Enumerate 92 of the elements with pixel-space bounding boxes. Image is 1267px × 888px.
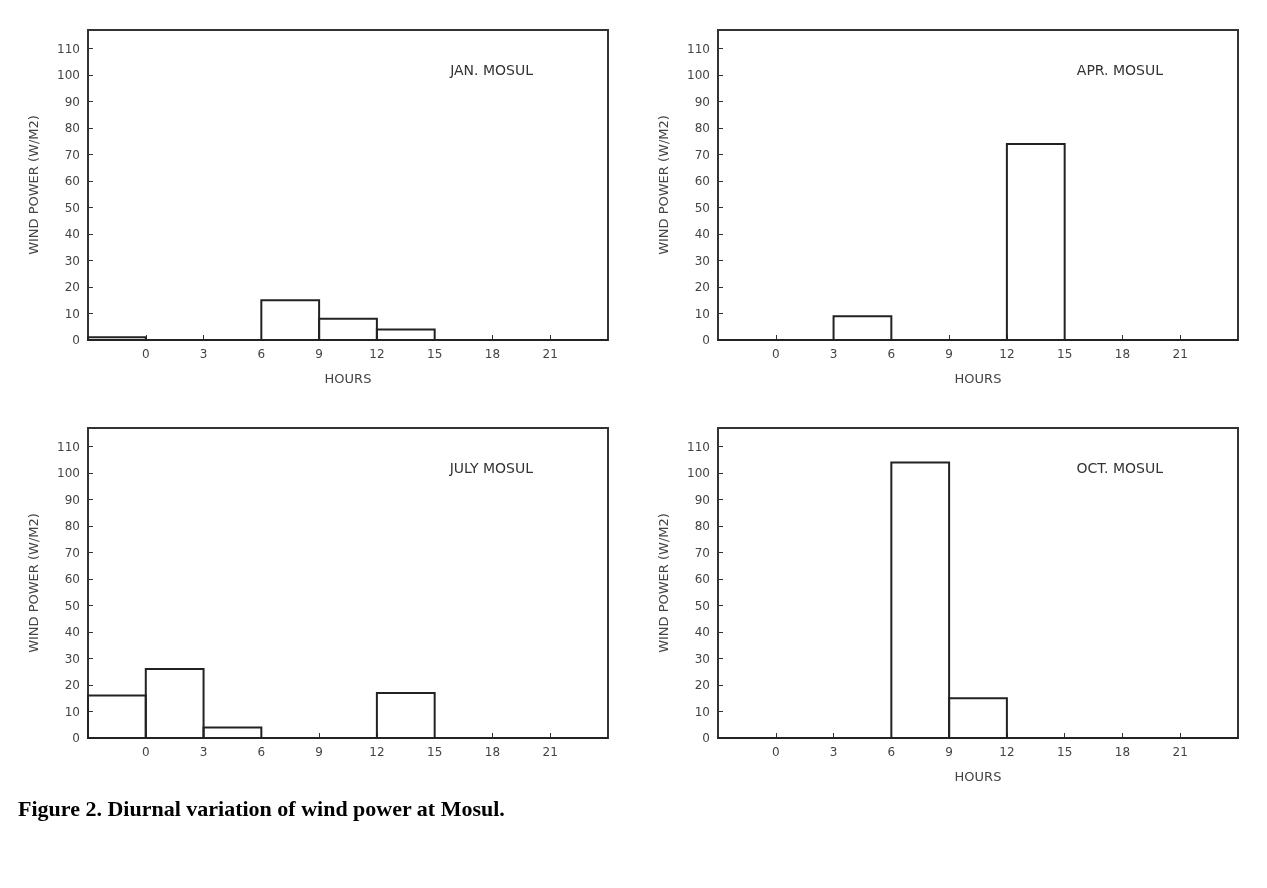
y-tick-label: 50 [694, 200, 710, 215]
y-tick-label: 70 [64, 147, 80, 162]
x-tick-label: 15 [1057, 745, 1073, 759]
y-tick-label: 20 [694, 280, 710, 295]
x-tick-label: 12 [369, 347, 385, 361]
caption: Figure 2. Diurnal variation of wind power at Mosul. [17, 796, 506, 822]
y-tick-label: 90 [694, 492, 710, 507]
y-tick-label: 100 [57, 68, 80, 83]
x-tick-label: 15 [427, 745, 443, 759]
y-tick-label: 0 [702, 333, 710, 347]
text: JULY MOSUL [448, 460, 534, 476]
y-tick-label: 40 [694, 625, 710, 640]
y-tick-label: 50 [64, 598, 80, 613]
y-axis-title: WIND POWER (W/M2) [26, 115, 41, 255]
y-tick-label: 110 [687, 439, 710, 454]
x-tick-label: 15 [1057, 347, 1073, 361]
x-tick-label: 3 [829, 745, 838, 759]
y-axis-title: WIND POWER (W/M2) [26, 513, 41, 653]
x-tick-label: 0 [771, 745, 780, 759]
x-axis-title: HOURS [954, 769, 1002, 784]
y-tick-label: 110 [57, 439, 80, 454]
y-tick-label: 10 [64, 306, 80, 321]
x-tick-label: 6 [257, 745, 266, 759]
y-tick-label: 30 [64, 253, 80, 268]
x-axis-title: HOURS [324, 371, 372, 386]
y-tick-label: 0 [72, 731, 80, 745]
y-tick-label: 80 [64, 519, 80, 534]
y-tick-label: 90 [64, 492, 80, 507]
x-tick-label: 12 [999, 745, 1015, 759]
x-tick-label: 21 [1172, 745, 1188, 759]
y-tick-label: 40 [694, 227, 710, 242]
x-tick-label: 6 [257, 347, 266, 361]
x-tick-label: 18 [484, 745, 501, 759]
y-tick-label: 0 [702, 731, 710, 745]
x-tick-label: 18 [1114, 347, 1131, 361]
x-tick-label: 21 [542, 745, 558, 759]
y-tick-label: 80 [694, 519, 710, 534]
y-tick-label: 30 [694, 253, 710, 268]
y-axis-title: WIND POWER (W/M2) [656, 115, 671, 255]
y-tick-label: 50 [64, 200, 80, 215]
y-tick-label: 70 [64, 545, 80, 560]
x-tick-label: 21 [542, 347, 558, 361]
x-tick-label: 18 [484, 347, 501, 361]
x-tick-label: 9 [315, 745, 323, 759]
x-tick-label: 21 [1172, 347, 1188, 361]
y-tick-label: 40 [64, 227, 80, 242]
y-tick-label: 90 [694, 94, 710, 109]
x-tick-label: 6 [887, 347, 896, 361]
text: APR. MOSUL [1076, 62, 1164, 78]
y-tick-label: 70 [694, 147, 710, 162]
x-tick-label: 0 [771, 347, 780, 361]
x-tick-label: 9 [315, 347, 323, 361]
y-tick-label: 80 [694, 121, 710, 136]
y-tick-label: 60 [694, 572, 710, 587]
y-tick-label: 10 [694, 306, 710, 321]
x-tick-label: 9 [945, 745, 953, 759]
x-tick-label: 12 [369, 745, 385, 759]
x-tick-label: 12 [999, 347, 1015, 361]
y-tick-label: 0 [72, 333, 80, 347]
y-tick-label: 100 [687, 68, 710, 83]
y-tick-label: 20 [64, 280, 80, 295]
x-tick-label: 18 [1114, 745, 1131, 759]
y-axis-title: WIND POWER (W/M2) [656, 513, 671, 653]
y-tick-label: 100 [57, 466, 80, 481]
x-tick-label: 0 [141, 347, 150, 361]
x-tick-label: 6 [887, 745, 896, 759]
y-tick-label: 110 [57, 41, 80, 56]
x-tick-label: 3 [199, 347, 208, 361]
y-tick-label: 60 [64, 174, 80, 189]
y-tick-label: 20 [694, 678, 710, 693]
y-tick-label: 100 [687, 466, 710, 481]
y-tick-label: 30 [64, 651, 80, 666]
text: OCT. MOSUL [1076, 460, 1164, 476]
y-tick-label: 50 [694, 598, 710, 613]
y-tick-label: 110 [687, 41, 710, 56]
y-tick-label: 80 [64, 121, 80, 136]
y-tick-label: 70 [694, 545, 710, 560]
y-tick-label: 20 [64, 678, 80, 693]
y-tick-label: 10 [694, 704, 710, 719]
y-tick-label: 60 [694, 174, 710, 189]
x-tick-label: 0 [141, 745, 150, 759]
x-tick-label: 15 [427, 347, 443, 361]
y-tick-label: 10 [64, 704, 80, 719]
text: JAN. MOSUL [449, 62, 534, 78]
y-tick-label: 40 [64, 625, 80, 640]
y-tick-label: 30 [694, 651, 710, 666]
x-tick-label: 3 [199, 745, 208, 759]
x-axis-title: HOURS [954, 371, 1002, 386]
x-tick-label: 9 [945, 347, 953, 361]
y-tick-label: 60 [64, 572, 80, 587]
x-tick-label: 3 [829, 347, 838, 361]
y-tick-label: 90 [64, 94, 80, 109]
